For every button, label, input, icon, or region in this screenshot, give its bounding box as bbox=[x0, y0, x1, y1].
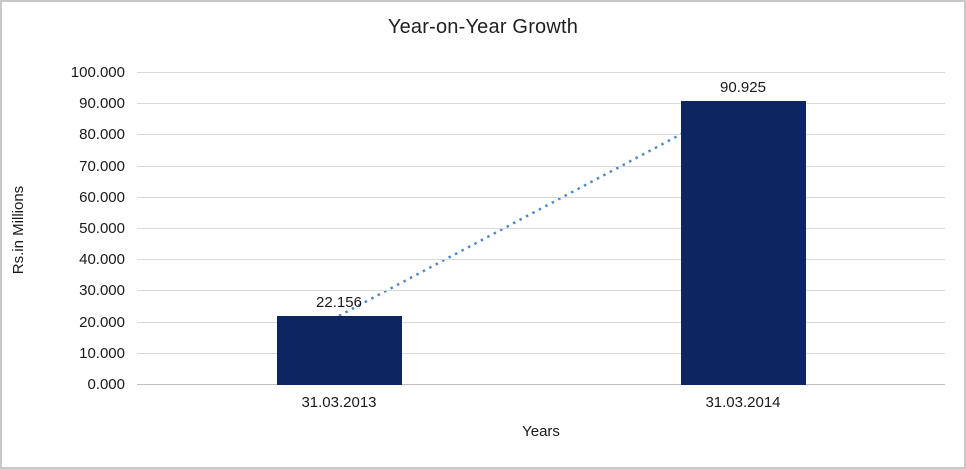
y-tick-label: 50.000 bbox=[79, 220, 125, 237]
y-tick-label: 70.000 bbox=[79, 157, 125, 175]
y-tick-label: 100.000 bbox=[70, 64, 125, 81]
gridline bbox=[137, 165, 945, 167]
gridline bbox=[137, 352, 945, 354]
data-label: 90.925 bbox=[720, 79, 766, 97]
bar-31.03.2013 bbox=[276, 315, 402, 385]
gridline bbox=[137, 290, 945, 292]
y-tick-label: 30.000 bbox=[79, 282, 125, 300]
x-axis-line bbox=[137, 384, 945, 385]
y-tick-label: 10.000 bbox=[79, 344, 125, 362]
gridline bbox=[137, 321, 945, 323]
y-tick-label: 60.000 bbox=[79, 188, 125, 206]
gridline bbox=[137, 103, 945, 105]
gridline bbox=[137, 259, 945, 261]
trendline bbox=[338, 100, 744, 317]
x-tick-label: 31.03.2014 bbox=[705, 394, 781, 411]
plot-area: 22.156 90.925 bbox=[137, 72, 945, 385]
bar-31.03.2014 bbox=[680, 101, 806, 385]
gridline bbox=[137, 196, 945, 198]
gridline bbox=[137, 72, 945, 73]
gridline bbox=[137, 228, 945, 229]
data-label: 22.156 bbox=[316, 293, 362, 311]
y-tick-label: 40.000 bbox=[79, 251, 125, 269]
y-tick-label: 0.000 bbox=[87, 376, 125, 393]
x-axis-title: Years bbox=[522, 423, 560, 440]
y-tick-label: 80.000 bbox=[79, 126, 125, 144]
y-tick-label: 90.000 bbox=[79, 95, 125, 113]
x-tick-label: 31.03.2013 bbox=[301, 394, 377, 411]
gridline bbox=[137, 134, 945, 136]
chart-title: Year-on-Year Growth bbox=[387, 16, 579, 38]
y-tick-label: 20.000 bbox=[79, 313, 125, 331]
